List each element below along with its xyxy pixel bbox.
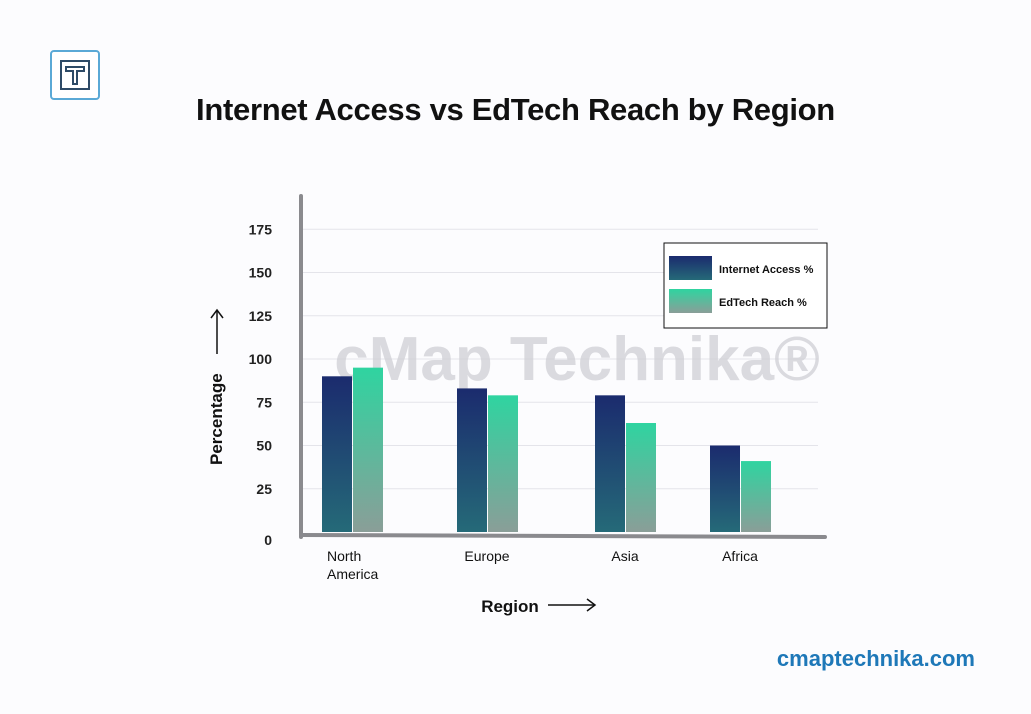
bar	[457, 388, 487, 532]
x-axis-label: Region	[481, 597, 539, 616]
y-tick-label: 100	[249, 351, 273, 367]
bar	[710, 445, 740, 532]
y-axis-label: Percentage	[207, 373, 226, 465]
y-tick-label: 0	[264, 532, 272, 548]
y-tick-label: 125	[249, 308, 273, 324]
x-tick-label-line: America	[327, 566, 379, 582]
x-axis	[299, 533, 827, 539]
website-link[interactable]: cmaptechnika.com	[776, 646, 975, 671]
bar	[322, 376, 352, 532]
x-tick-label-line: Africa	[722, 548, 758, 564]
x-tick-label-line: Asia	[611, 548, 638, 564]
legend-label: Internet Access %	[719, 264, 814, 276]
t-logo-icon	[60, 60, 90, 90]
legend-box	[663, 242, 828, 329]
y-tick-label: 175	[249, 221, 273, 237]
y-tick-label: 75	[256, 394, 272, 410]
y-axis-arrowhead	[210, 308, 224, 319]
legend-swatch	[669, 289, 712, 313]
y-tick-label: 150	[249, 265, 273, 281]
y-tick-label: 50	[256, 438, 272, 454]
x-tick-label: Asia	[611, 548, 638, 564]
bar	[626, 423, 656, 532]
chart-title: Internet Access vs EdTech Reach by Regio…	[196, 92, 835, 127]
bar	[741, 461, 771, 532]
x-tick-label: North America	[327, 548, 379, 582]
legend-label: EdTech Reach %	[719, 297, 807, 309]
brand-logo	[50, 50, 100, 100]
bar	[488, 395, 518, 532]
bar	[353, 367, 383, 532]
watermark: cMap Technika®	[334, 325, 820, 394]
bar	[595, 395, 625, 532]
x-axis-arrowhead	[586, 598, 597, 612]
x-tick-label: Africa	[722, 548, 758, 564]
y-tick-label: 25	[256, 481, 272, 497]
x-tick-label: Europe	[464, 548, 509, 564]
x-tick-label-line: North	[327, 548, 361, 564]
x-tick-label-line: Europe	[464, 548, 509, 564]
legend-swatch	[669, 256, 712, 280]
